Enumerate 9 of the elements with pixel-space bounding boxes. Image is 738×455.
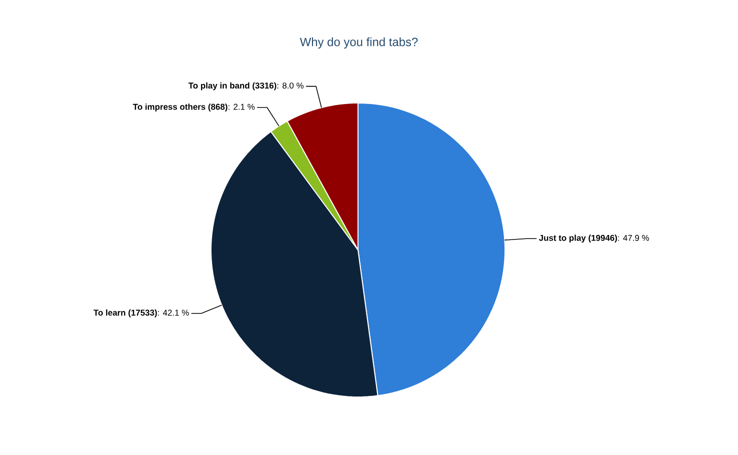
slice-label: To impress others (868) bbox=[132, 104, 228, 112]
slice-label: To play in band (3316) bbox=[188, 82, 276, 90]
data-label: : 42.1 % bbox=[158, 310, 189, 316]
data-label: : 2.1 % bbox=[228, 104, 255, 110]
slice-label: Just to play (19946) bbox=[538, 234, 617, 243]
data-label: : 47.9 % bbox=[618, 234, 649, 241]
data-label: : 8.0 % bbox=[277, 82, 304, 89]
slice-label: To learn (17533) bbox=[94, 309, 157, 318]
chart-title: Why do you find tabs? bbox=[300, 37, 418, 49]
